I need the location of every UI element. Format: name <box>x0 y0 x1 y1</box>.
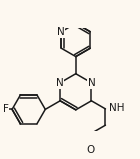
Text: O: O <box>87 145 95 155</box>
Text: NH: NH <box>109 103 125 113</box>
Text: N: N <box>57 27 65 37</box>
Text: F: F <box>3 104 9 114</box>
Text: N: N <box>88 78 96 88</box>
Text: N: N <box>56 78 63 88</box>
